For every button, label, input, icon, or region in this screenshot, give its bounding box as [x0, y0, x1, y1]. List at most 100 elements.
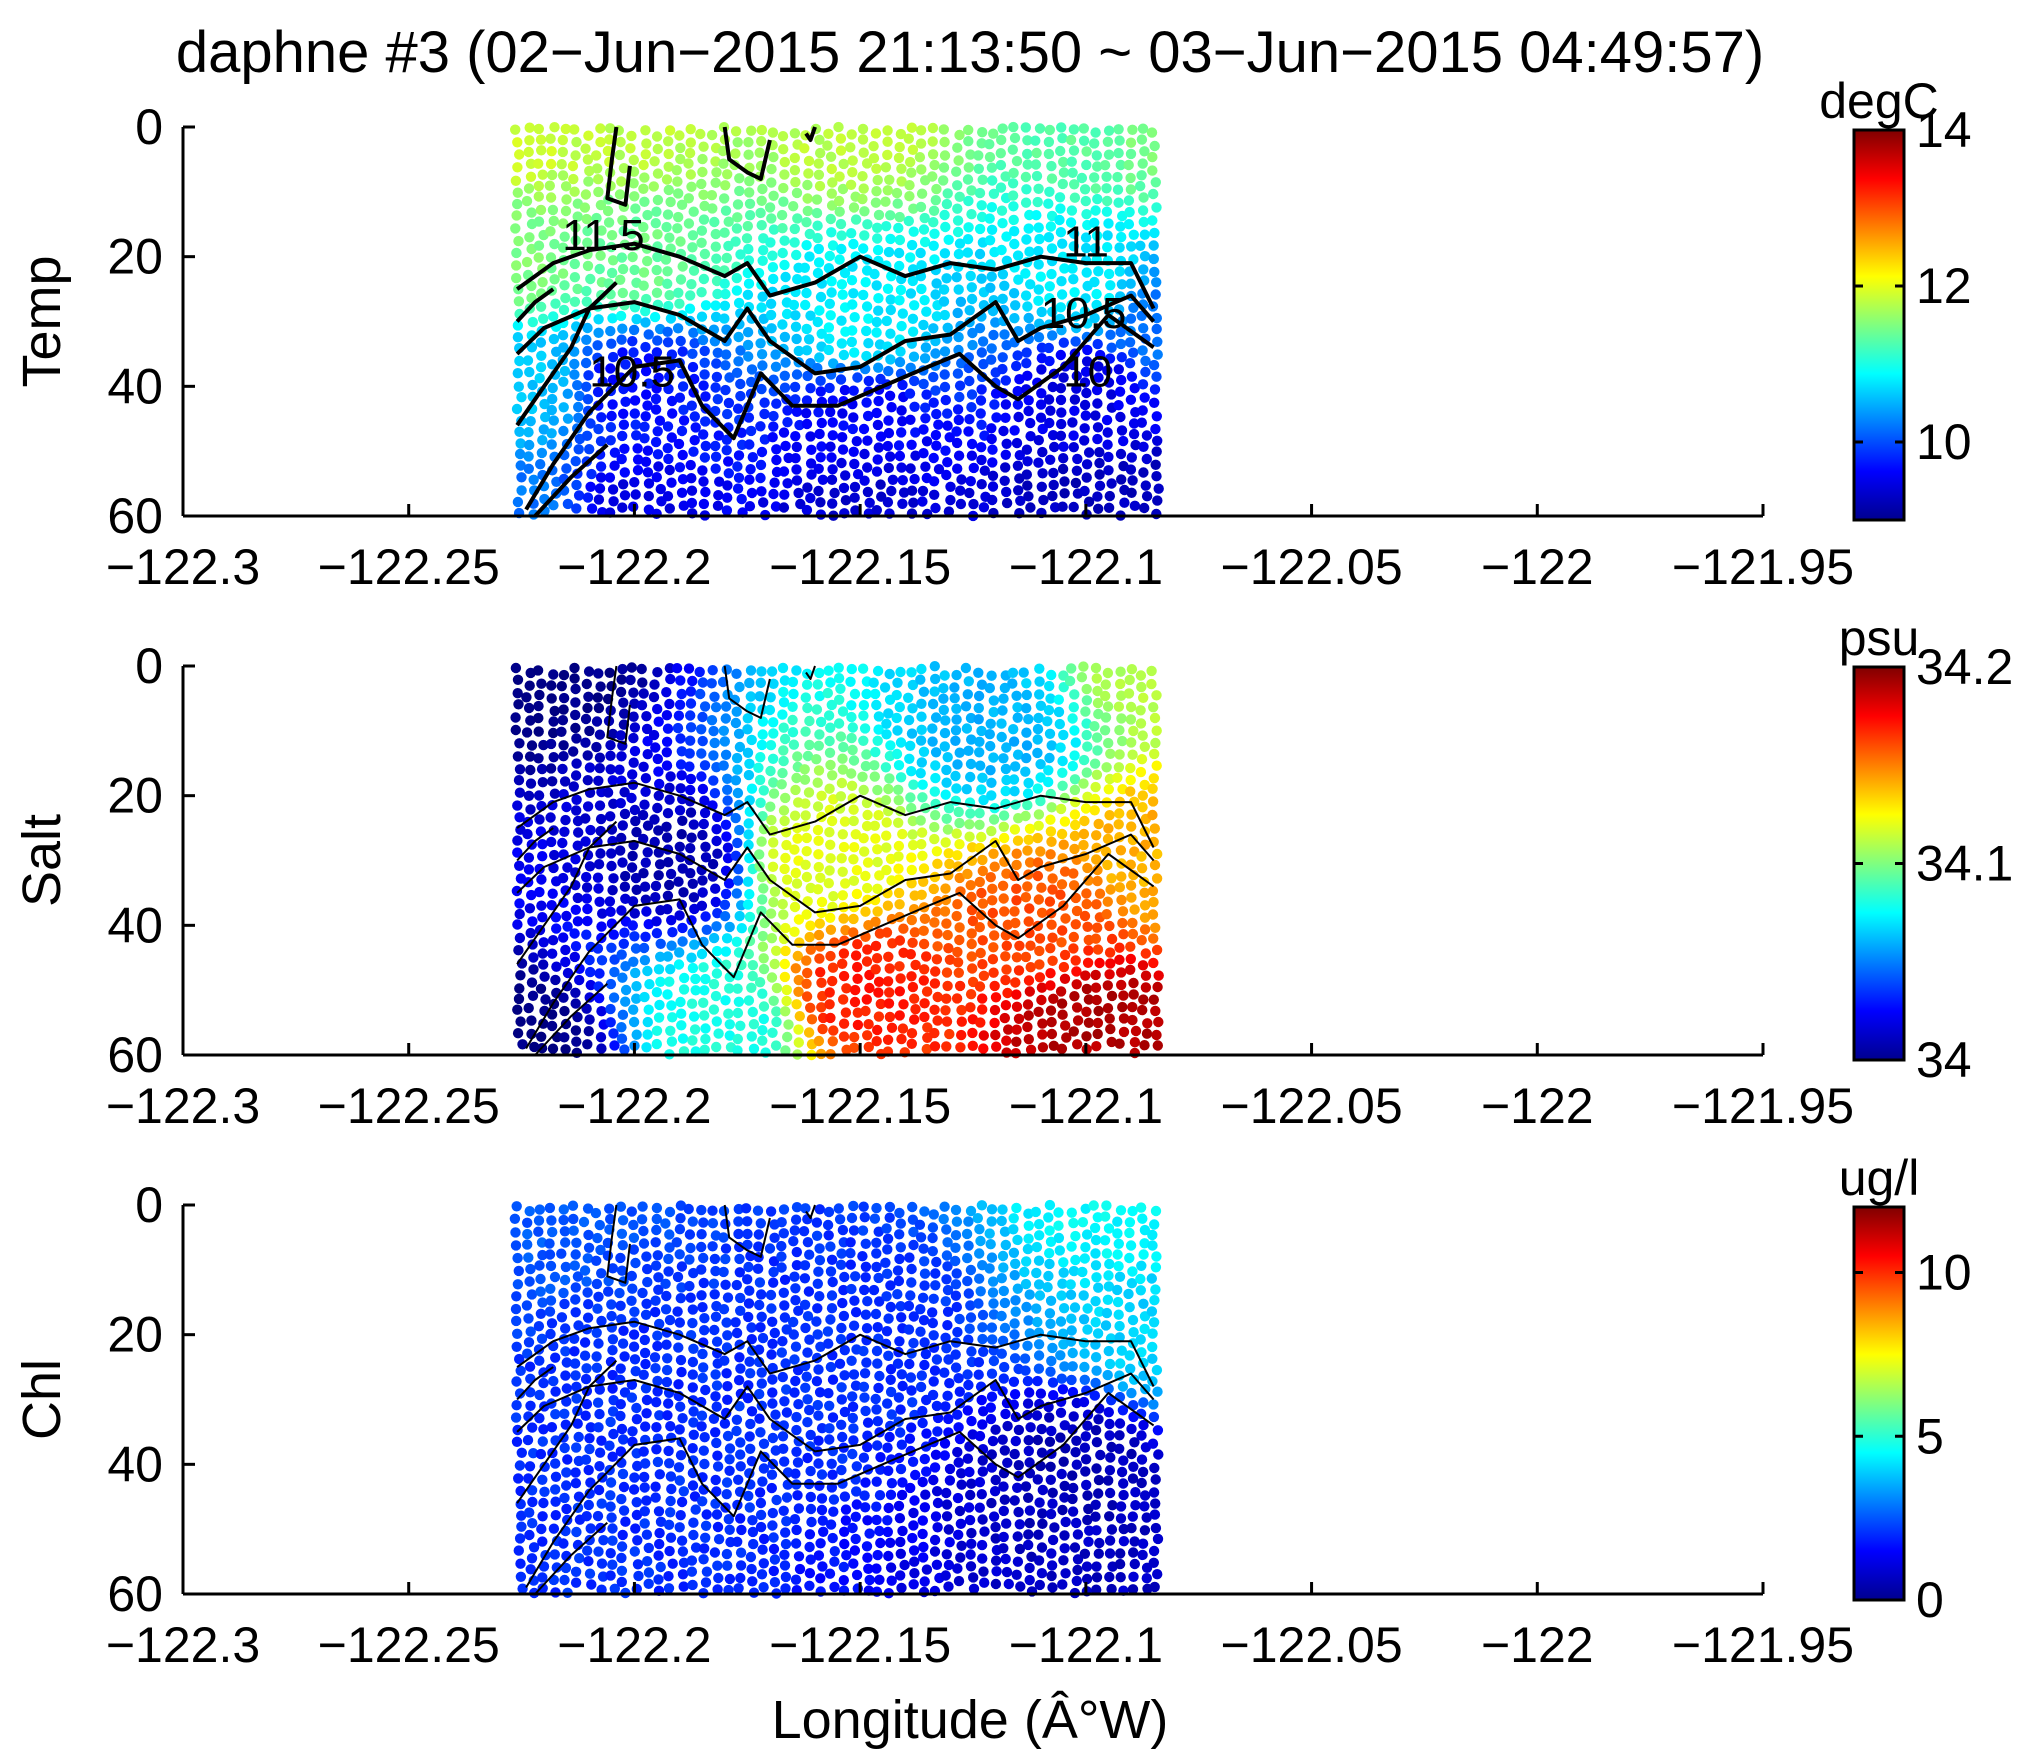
data-point — [557, 268, 569, 279]
data-point — [675, 733, 686, 744]
data-point — [580, 1454, 592, 1465]
data-point — [1078, 839, 1089, 851]
data-point — [619, 808, 631, 820]
data-point — [651, 206, 662, 217]
data-point — [777, 1431, 789, 1442]
data-point — [652, 194, 664, 206]
data-point — [812, 824, 824, 836]
data-point — [685, 843, 696, 854]
data-point — [961, 784, 972, 795]
data-point — [917, 1292, 929, 1304]
data-point — [598, 1535, 609, 1546]
data-point — [511, 1315, 522, 1327]
data-point — [546, 680, 557, 691]
data-point — [838, 1575, 849, 1586]
data-point — [1128, 428, 1140, 440]
data-point — [582, 1545, 593, 1556]
data-point — [511, 1400, 522, 1411]
data-point — [712, 811, 723, 823]
data-point — [885, 1386, 897, 1398]
data-point — [637, 1287, 648, 1299]
data-point — [756, 905, 767, 917]
data-point — [573, 490, 585, 501]
data-point — [963, 124, 974, 136]
data-point — [861, 397, 872, 408]
data-point — [885, 294, 896, 305]
data-point — [1076, 172, 1088, 184]
data-point — [942, 1284, 954, 1296]
data-point — [512, 1424, 523, 1436]
data-point — [921, 436, 933, 447]
data-point — [766, 163, 777, 175]
data-point — [921, 306, 932, 317]
data-point — [837, 1297, 848, 1309]
data-point — [534, 1413, 545, 1424]
data-point — [977, 898, 989, 909]
data-point — [849, 996, 861, 1008]
data-point — [569, 951, 580, 963]
data-point — [595, 825, 606, 837]
data-point — [1047, 490, 1058, 502]
data-point — [724, 1465, 735, 1477]
data-point — [815, 941, 826, 952]
data-point — [536, 874, 547, 885]
data-point — [1149, 227, 1160, 239]
data-point — [661, 1290, 672, 1302]
data-point — [916, 724, 927, 735]
data-point — [939, 1450, 950, 1461]
data-point — [512, 162, 523, 173]
data-point — [522, 1434, 534, 1446]
data-point — [1069, 843, 1080, 855]
data-point — [788, 1236, 799, 1247]
data-point — [513, 381, 524, 392]
data-point — [698, 962, 709, 973]
data-point — [593, 327, 604, 338]
data-point — [676, 1282, 687, 1293]
data-point — [858, 833, 869, 844]
data-point — [717, 145, 729, 157]
data-point — [723, 468, 734, 479]
data-point — [570, 697, 581, 708]
data-point — [919, 1337, 930, 1348]
data-point — [583, 1499, 594, 1511]
data-point — [802, 1347, 813, 1358]
data-point — [1007, 190, 1019, 201]
data-point — [710, 1265, 721, 1277]
data-point — [1128, 725, 1139, 737]
data-point — [626, 862, 638, 873]
data-point — [722, 1381, 733, 1392]
data-point — [615, 1363, 626, 1374]
data-point — [1000, 449, 1011, 460]
data-point — [698, 1554, 709, 1565]
data-point — [548, 215, 559, 227]
data-point — [699, 1313, 710, 1324]
data-point — [688, 206, 699, 217]
data-point — [514, 983, 525, 994]
data-point — [629, 289, 640, 301]
data-point — [1079, 485, 1090, 497]
data-point — [707, 1205, 718, 1216]
data-point — [883, 462, 894, 474]
data-point — [1137, 205, 1149, 216]
data-point — [650, 1363, 661, 1374]
data-point — [812, 1278, 823, 1290]
data-point — [780, 440, 791, 452]
data-point — [1057, 755, 1068, 767]
data-point — [1149, 140, 1160, 152]
data-point — [743, 278, 755, 289]
data-point — [661, 687, 672, 698]
data-point — [757, 1035, 768, 1046]
data-point — [509, 1213, 521, 1225]
data-point — [1113, 304, 1125, 315]
data-point — [593, 775, 604, 786]
data-point — [527, 316, 538, 328]
data-point — [1123, 219, 1135, 230]
data-point — [1102, 980, 1114, 991]
data-point — [1055, 430, 1067, 441]
data-point — [767, 250, 778, 261]
data-point — [896, 176, 907, 187]
data-point — [850, 505, 861, 516]
data-point — [711, 1509, 723, 1520]
data-point — [586, 503, 598, 514]
